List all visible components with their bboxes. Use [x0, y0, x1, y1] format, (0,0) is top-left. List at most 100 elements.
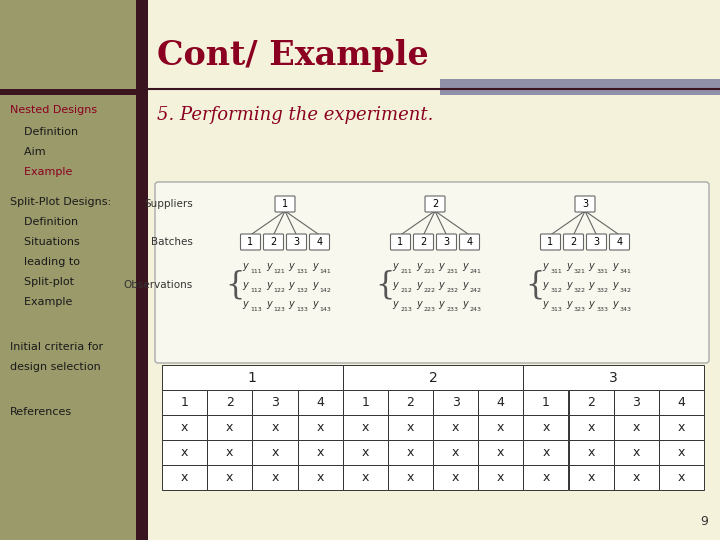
Bar: [659, 465, 704, 490]
Text: 212: 212: [400, 288, 413, 293]
Bar: [613, 440, 659, 465]
Bar: [162, 465, 207, 490]
Text: x: x: [181, 421, 188, 434]
Text: y: y: [312, 299, 318, 309]
Text: 342: 342: [619, 288, 631, 293]
Text: y: y: [589, 299, 595, 309]
Text: x: x: [181, 446, 188, 459]
Bar: [343, 440, 388, 465]
Bar: [207, 465, 252, 490]
Text: y: y: [243, 280, 248, 290]
FancyBboxPatch shape: [287, 234, 307, 250]
Bar: [207, 440, 252, 465]
Text: y: y: [415, 261, 421, 271]
Bar: [433, 465, 478, 490]
Text: 1: 1: [397, 237, 404, 247]
Bar: [569, 465, 613, 490]
Text: 232: 232: [446, 288, 459, 293]
Text: x: x: [407, 471, 414, 484]
Bar: [252, 440, 297, 465]
Bar: [388, 440, 433, 465]
Text: Aim: Aim: [10, 147, 45, 157]
Bar: [569, 440, 613, 465]
Text: y: y: [566, 280, 572, 290]
Text: Example: Example: [10, 167, 73, 177]
Bar: [388, 390, 433, 415]
Text: 2: 2: [407, 396, 414, 409]
Bar: [343, 415, 388, 440]
Text: 323: 323: [574, 307, 585, 312]
Text: 2: 2: [570, 237, 577, 247]
Text: y: y: [289, 280, 294, 290]
Text: 2: 2: [432, 199, 438, 209]
Bar: [478, 390, 523, 415]
Text: Batches: Batches: [151, 237, 193, 247]
Text: 4: 4: [316, 237, 323, 247]
Text: y: y: [392, 280, 398, 290]
Text: 321: 321: [574, 269, 585, 274]
Text: 3: 3: [632, 396, 640, 409]
Text: {: {: [375, 269, 394, 300]
Bar: [252, 465, 297, 490]
Text: 1: 1: [248, 237, 253, 247]
Text: 2: 2: [420, 237, 427, 247]
Text: x: x: [542, 446, 549, 459]
Text: 3: 3: [271, 396, 279, 409]
Text: 313: 313: [551, 307, 562, 312]
Text: 3: 3: [444, 237, 449, 247]
Bar: [478, 415, 523, 440]
Text: leading to: leading to: [10, 257, 80, 267]
FancyBboxPatch shape: [310, 234, 330, 250]
Text: y: y: [543, 261, 549, 271]
Bar: [343, 465, 388, 490]
FancyBboxPatch shape: [413, 234, 433, 250]
Text: 3: 3: [582, 199, 588, 209]
FancyBboxPatch shape: [459, 234, 480, 250]
Text: y: y: [543, 299, 549, 309]
Text: 1: 1: [181, 396, 189, 409]
Text: x: x: [226, 446, 233, 459]
Text: 111: 111: [251, 269, 262, 274]
Text: 3: 3: [593, 237, 600, 247]
Text: x: x: [542, 471, 549, 484]
Text: y: y: [566, 261, 572, 271]
Text: 4: 4: [616, 237, 623, 247]
Text: 123: 123: [274, 307, 285, 312]
Text: 3: 3: [451, 396, 459, 409]
Text: 1: 1: [547, 237, 554, 247]
Bar: [613, 415, 659, 440]
Bar: [297, 415, 343, 440]
Text: y: y: [289, 261, 294, 271]
Text: 142: 142: [320, 288, 331, 293]
Text: 143: 143: [320, 307, 331, 312]
Bar: [523, 465, 569, 490]
Text: x: x: [361, 421, 369, 434]
Text: x: x: [407, 421, 414, 434]
Text: 2: 2: [587, 396, 595, 409]
FancyBboxPatch shape: [275, 196, 295, 212]
Text: {: {: [525, 269, 544, 300]
Text: 332: 332: [596, 288, 608, 293]
Text: Nested Designs: Nested Designs: [10, 105, 97, 115]
Bar: [569, 415, 613, 440]
Text: 341: 341: [619, 269, 631, 274]
Text: y: y: [289, 299, 294, 309]
Text: y: y: [462, 261, 467, 271]
Text: x: x: [678, 446, 685, 459]
Text: 233: 233: [446, 307, 459, 312]
Text: y: y: [312, 261, 318, 271]
Bar: [478, 465, 523, 490]
Bar: [162, 440, 207, 465]
Text: 4: 4: [678, 396, 685, 409]
Text: Situations: Situations: [10, 237, 80, 247]
Bar: [136, 0, 148, 540]
Text: x: x: [452, 421, 459, 434]
Text: 331: 331: [596, 269, 608, 274]
Text: y: y: [415, 280, 421, 290]
Text: Definition: Definition: [10, 127, 78, 137]
Text: x: x: [316, 446, 324, 459]
Text: 3: 3: [609, 370, 618, 384]
Text: x: x: [316, 471, 324, 484]
Text: x: x: [678, 471, 685, 484]
Text: 242: 242: [469, 288, 482, 293]
